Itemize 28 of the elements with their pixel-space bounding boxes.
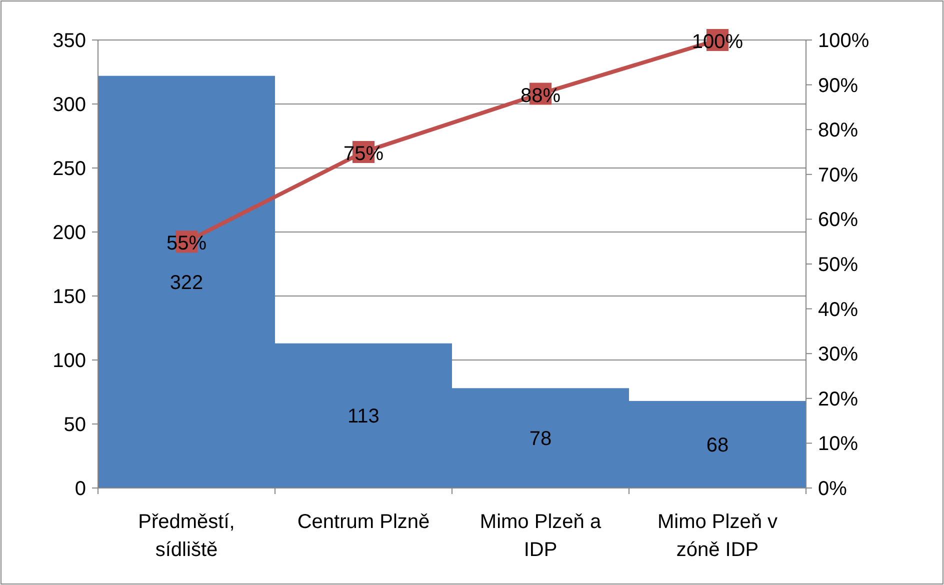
- x-tick-label: Mimo Plzeň v zóně IDP: [657, 511, 778, 561]
- y2-tick-label: 70%: [818, 164, 858, 186]
- y-tick-label: 0: [74, 478, 86, 500]
- y2-tick-label: 100%: [818, 30, 870, 52]
- x-tick-label: Centrum Plzně: [297, 511, 430, 533]
- data-label: 322: [170, 272, 204, 294]
- data-label: 68: [706, 434, 729, 456]
- y-tick-label: 200: [52, 222, 86, 244]
- y2-tick-label: 20%: [818, 388, 858, 410]
- x-tick-label: Mimo Plzeň a IDP: [480, 511, 602, 561]
- y-tick-label: 100: [52, 350, 86, 372]
- y2-tick-label: 0%: [818, 478, 848, 500]
- y-tick-label: 300: [52, 94, 86, 116]
- y-tick-label: 350: [52, 30, 86, 52]
- y-tick-label: 250: [52, 158, 86, 180]
- y2-tick-label: 10%: [818, 433, 858, 456]
- y2-tick-label: 30%: [818, 344, 858, 366]
- y-tick-label: 150: [52, 286, 86, 308]
- x-tick-label: Předměstí, sídliště: [138, 511, 235, 561]
- y2-tick-label: 90%: [818, 74, 858, 97]
- y2-tick-label: 80%: [818, 120, 858, 142]
- y2-tick-label: 50%: [818, 254, 858, 276]
- y2-tick-label: 60%: [818, 209, 858, 232]
- data-label: 100%: [692, 31, 744, 53]
- y2-tick-label: 40%: [818, 298, 858, 321]
- y-tick-label: 50: [64, 414, 86, 436]
- data-label: 78: [529, 428, 552, 450]
- data-label: 113: [348, 406, 380, 428]
